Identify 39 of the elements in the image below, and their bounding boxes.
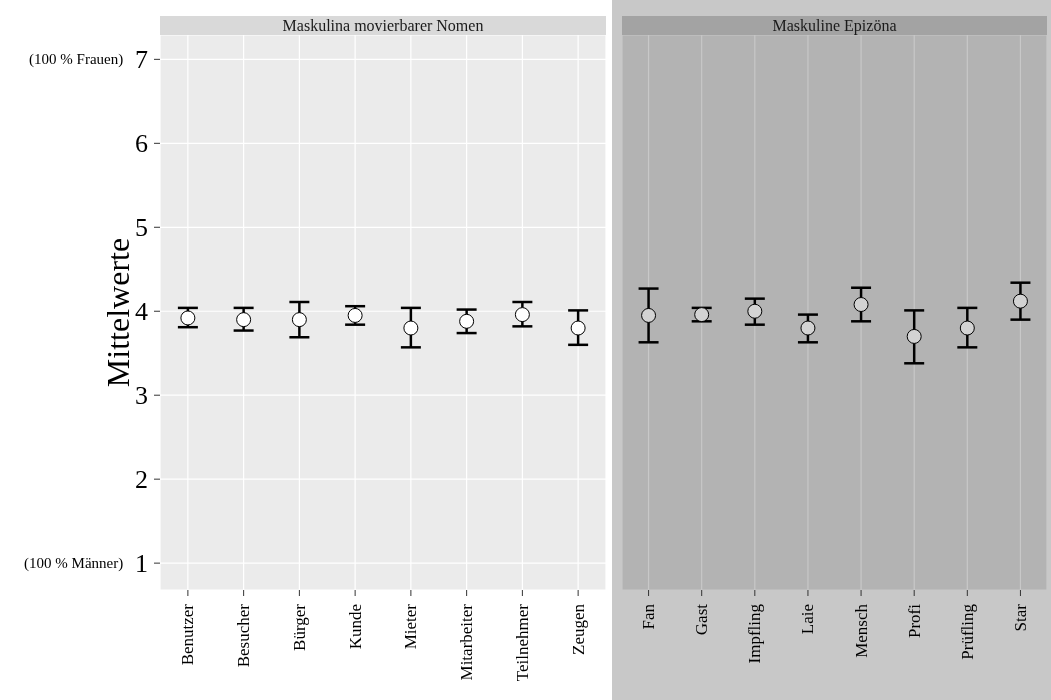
x-tick-label: Teilnehmer [512, 603, 532, 682]
point [747, 303, 763, 319]
x-tick-label: Mitarbeiter [457, 603, 477, 681]
y-tick-label: 2 [135, 464, 148, 494]
point [236, 312, 252, 328]
x-tick-label: Fan [639, 603, 659, 630]
y-tick-label: 3 [135, 380, 148, 410]
x-tick-label: Gast [692, 603, 712, 636]
point [570, 320, 586, 336]
x-tick-label: Prüfling [957, 603, 977, 660]
y-tick-label: 4 [135, 296, 148, 326]
point [514, 307, 530, 323]
x-tick-label: Besucher [234, 603, 254, 668]
x-tick-label: Star [1010, 603, 1030, 632]
x-tick-label: Laie [798, 604, 818, 635]
chart-title: Maskulina movierbarer Nomen [160, 16, 606, 35]
point [403, 320, 419, 336]
x-tick-label: Impfling [745, 603, 765, 664]
x-tick-label: Benutzer [178, 603, 198, 666]
x-tick-label: Zeugen [568, 603, 588, 655]
y-tick-label: 6 [135, 128, 148, 158]
point [906, 328, 922, 344]
point [641, 307, 657, 323]
x-tick-label: Mieter [401, 603, 421, 650]
x-tick-label: Profi [904, 603, 924, 638]
y-tick-label: (100 % Männer) 1 [24, 548, 148, 578]
x-tick-label: Kunde [345, 604, 365, 650]
point [800, 320, 816, 336]
y-tick-label: 5 [135, 212, 148, 242]
point [853, 297, 869, 313]
x-tick-label: Bürger [289, 603, 309, 651]
point [1012, 293, 1028, 309]
x-tick-label: Mensch [851, 603, 871, 658]
chart-title: Maskuline Epizöna [622, 16, 1047, 35]
point [694, 307, 710, 323]
y-tick-label: (100 % Frauen) 7 [29, 44, 148, 74]
point [959, 320, 975, 336]
point [459, 313, 475, 329]
point [291, 312, 307, 328]
